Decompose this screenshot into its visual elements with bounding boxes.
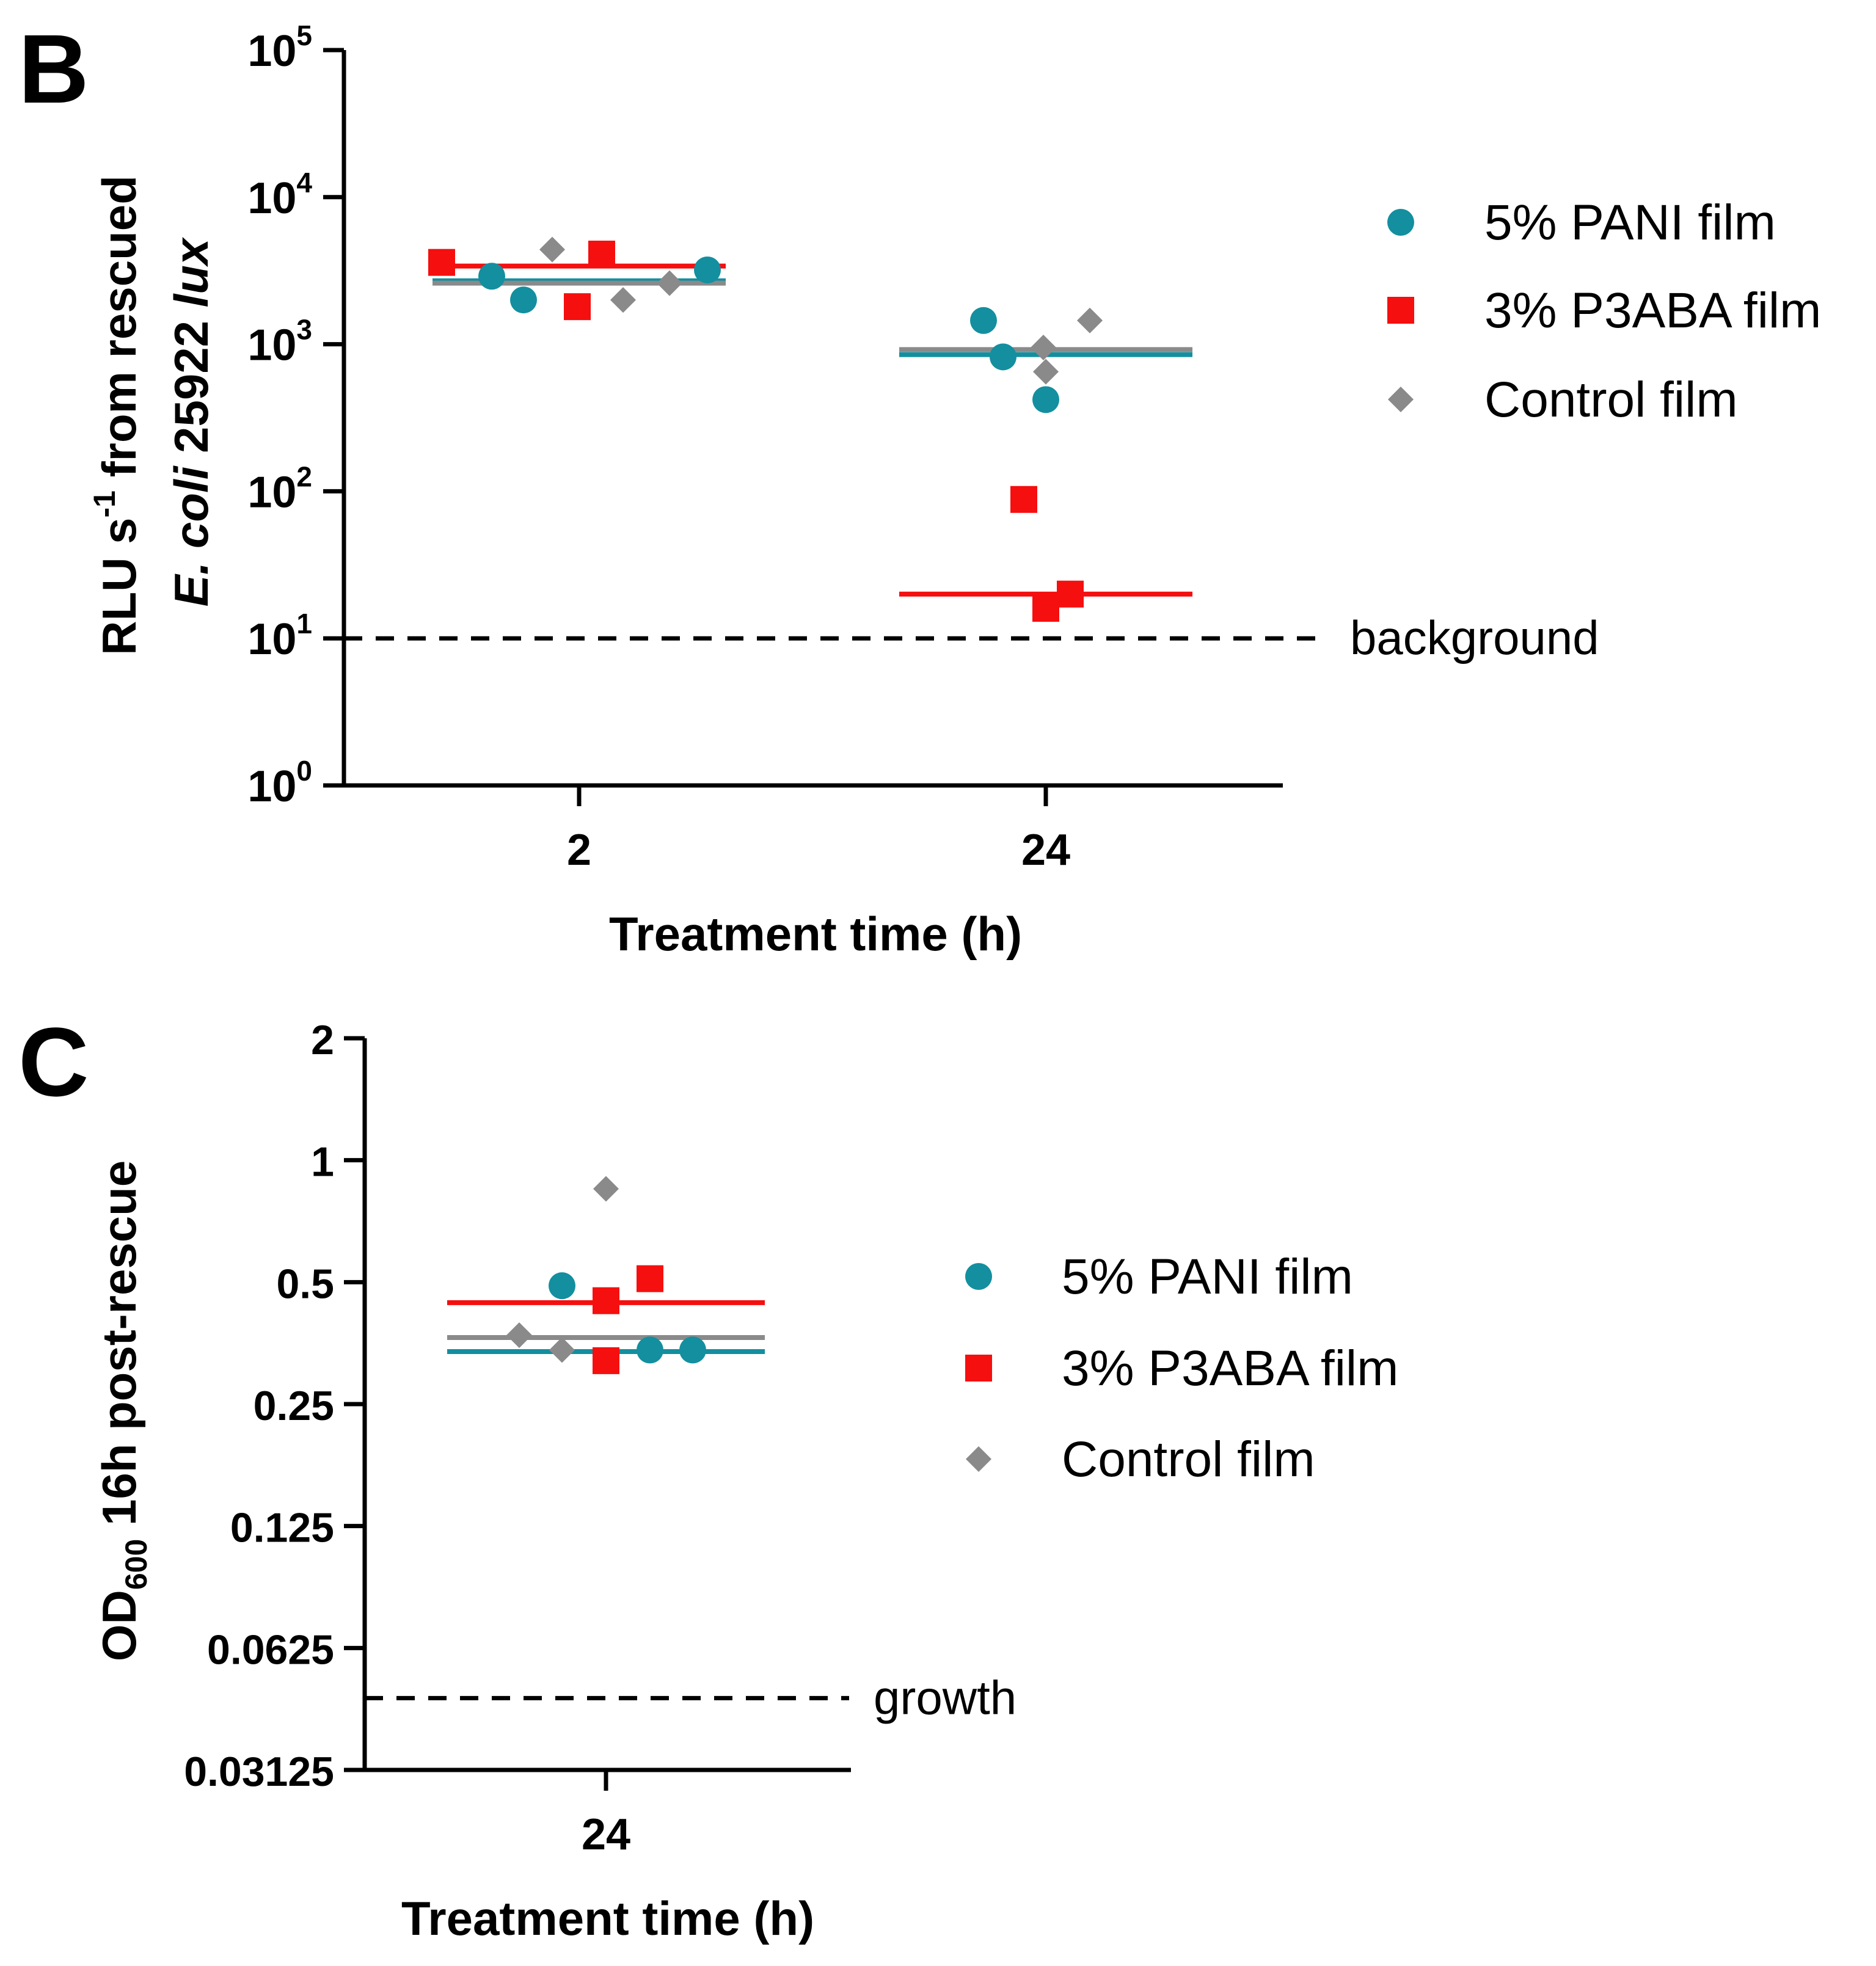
ytick-base: 10 bbox=[247, 468, 296, 517]
5-pani-film-point bbox=[694, 256, 721, 283]
ylabel-italic: lux bbox=[164, 236, 218, 307]
legend-control-film-label: Control film bbox=[1484, 372, 1738, 428]
ylabel-text: 25922 bbox=[164, 307, 218, 466]
5-pani-film-point bbox=[478, 263, 505, 290]
control-film-point bbox=[1031, 334, 1056, 360]
ytick-base: 10 bbox=[247, 27, 296, 76]
panel-b-ytick-label: 104 bbox=[247, 167, 312, 223]
5-pani-film-point bbox=[679, 1336, 706, 1364]
control-film-point bbox=[610, 287, 636, 313]
5-pani-film-point bbox=[1032, 386, 1059, 413]
5-pani-film-point bbox=[510, 286, 537, 314]
ytick-exponent: 3 bbox=[296, 314, 312, 346]
ytick-exponent: 0 bbox=[296, 755, 312, 787]
3-p3aba-film-point bbox=[1057, 580, 1084, 608]
legend-3-p3aba-film-label: 3% P3ABA film bbox=[1484, 283, 1821, 338]
panel-b-ytick-label: 103 bbox=[247, 314, 312, 370]
ylabel-text: OD bbox=[92, 1590, 146, 1661]
panel-b-xtick-label: 2 bbox=[567, 826, 591, 875]
panel-b-ytick-label: 105 bbox=[247, 20, 312, 76]
panel-c-ytick-label: 0.25 bbox=[254, 1383, 334, 1429]
panel-c-ytick-label: 0.0625 bbox=[207, 1626, 334, 1673]
3-p3aba-film-point bbox=[637, 1265, 663, 1292]
3-p3aba-film-point bbox=[593, 1287, 619, 1314]
ytick-exponent: 1 bbox=[296, 608, 312, 639]
panel-c-xtick-label: 24 bbox=[582, 1810, 630, 1859]
3-p3aba-film-point bbox=[1010, 486, 1037, 513]
control-film-point bbox=[1077, 307, 1103, 333]
panel-b-x-axis-label: Treatment time (h) bbox=[609, 907, 1022, 961]
panel-c-ytick-label: 1 bbox=[311, 1139, 334, 1185]
panel-c-ytick-label: 0.125 bbox=[230, 1505, 334, 1551]
panel-c-x-axis-label: Treatment time (h) bbox=[401, 1891, 814, 1945]
panel-c-reference-label: growth bbox=[874, 1670, 1016, 1724]
3-p3aba-film-point bbox=[588, 241, 615, 268]
legend-5-pani-film-marker bbox=[965, 1263, 992, 1290]
ylabel-text: from rescued bbox=[92, 175, 146, 490]
control-film-point bbox=[593, 1176, 619, 1202]
control-film-point bbox=[1033, 359, 1059, 385]
ytick-base: 10 bbox=[247, 762, 296, 811]
ytick-exponent: 5 bbox=[296, 20, 312, 51]
panel-label-b: B bbox=[18, 14, 89, 123]
ytick-base: 10 bbox=[247, 174, 296, 223]
legend-5-pani-film-marker bbox=[1387, 209, 1414, 236]
legend-3-p3aba-film-marker bbox=[1387, 297, 1414, 324]
panel-c-chart: 0.03125 0.0625 0.125 0.25 0.5 1 2 24 Treatment t… bbox=[92, 1017, 1398, 1945]
panel-c-ytick-label: 0.5 bbox=[276, 1261, 334, 1307]
5-pani-film-point bbox=[637, 1336, 663, 1364]
ylabel-text: RLU s bbox=[92, 517, 146, 655]
control-film-point bbox=[539, 236, 565, 263]
legend-control-film-marker bbox=[1388, 387, 1414, 412]
panel-b-y-axis-label-line2: E. coli 25922 lux bbox=[164, 236, 218, 606]
legend-3-p3aba-film-marker bbox=[965, 1355, 992, 1382]
panel-c-ytick-label: 0.03125 bbox=[184, 1749, 334, 1795]
ylabel-italic: E. coli bbox=[164, 465, 218, 606]
3-p3aba-film-point bbox=[1032, 595, 1059, 622]
panel-b-reference-label: background bbox=[1350, 611, 1599, 664]
ylabel-text: 16h post-rescue bbox=[92, 1160, 146, 1539]
ylabel-superscript: -1 bbox=[87, 490, 122, 517]
5-pani-film-point bbox=[990, 343, 1016, 371]
control-film-point bbox=[506, 1322, 532, 1349]
legend-5-pani-film-label: 5% PANI film bbox=[1062, 1249, 1353, 1305]
ytick-base: 10 bbox=[247, 321, 296, 370]
3-p3aba-film-point bbox=[428, 249, 455, 276]
panel-b-y-axis-label: RLU s-1 from rescued bbox=[87, 175, 146, 655]
panel-b-xtick-label: 24 bbox=[1021, 826, 1070, 875]
panel-b-ytick-label: 101 bbox=[247, 608, 312, 664]
ytick-base: 10 bbox=[247, 615, 296, 664]
panel-b-ytick-label: 100 bbox=[247, 755, 312, 811]
control-film-point bbox=[657, 270, 682, 296]
ylabel-subscript: 600 bbox=[119, 1539, 153, 1590]
legend-5-pani-film-label: 5% PANI film bbox=[1484, 195, 1776, 250]
panel-c-ytick-label: 2 bbox=[311, 1017, 334, 1063]
3-p3aba-film-point bbox=[593, 1347, 619, 1374]
legend-3-p3aba-film-label: 3% P3ABA film bbox=[1062, 1341, 1398, 1396]
legend-control-film-marker bbox=[966, 1446, 991, 1472]
ytick-exponent: 2 bbox=[296, 461, 312, 492]
3-p3aba-film-point bbox=[564, 293, 591, 321]
5-pani-film-point bbox=[970, 307, 997, 334]
legend-control-film-label: Control film bbox=[1062, 1432, 1315, 1487]
panel-b-ytick-label: 102 bbox=[247, 461, 312, 517]
ytick-exponent: 4 bbox=[296, 167, 312, 198]
panel-label-c: C bbox=[18, 1007, 89, 1116]
panel-c-y-axis-label: OD600 16h post-rescue bbox=[92, 1160, 153, 1661]
5-pani-film-point bbox=[549, 1272, 575, 1300]
control-film-point bbox=[549, 1337, 575, 1363]
